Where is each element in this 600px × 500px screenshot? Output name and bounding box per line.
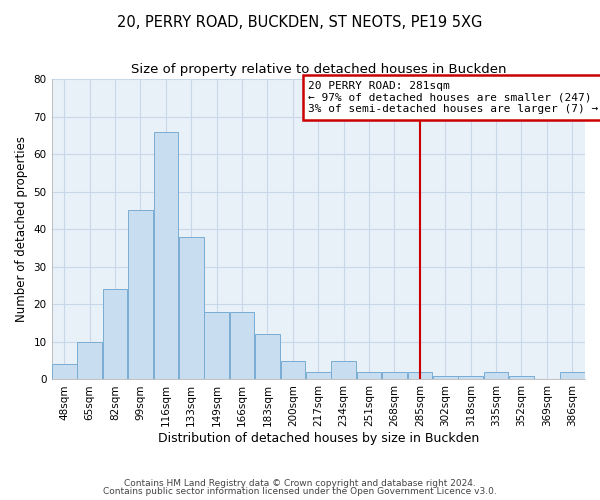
- Bar: [382, 372, 407, 380]
- Text: Contains HM Land Registry data © Crown copyright and database right 2024.: Contains HM Land Registry data © Crown c…: [124, 478, 476, 488]
- Bar: [230, 312, 254, 380]
- Bar: [205, 312, 229, 380]
- Bar: [560, 372, 584, 380]
- Bar: [179, 236, 203, 380]
- Title: Size of property relative to detached houses in Buckden: Size of property relative to detached ho…: [131, 64, 506, 76]
- Bar: [103, 290, 127, 380]
- Bar: [281, 360, 305, 380]
- Bar: [458, 376, 483, 380]
- Text: 20 PERRY ROAD: 281sqm
← 97% of detached houses are smaller (247)
3% of semi-deta: 20 PERRY ROAD: 281sqm ← 97% of detached …: [308, 81, 598, 114]
- Bar: [77, 342, 102, 380]
- Bar: [407, 372, 432, 380]
- Text: 20, PERRY ROAD, BUCKDEN, ST NEOTS, PE19 5XG: 20, PERRY ROAD, BUCKDEN, ST NEOTS, PE19 …: [118, 15, 482, 30]
- Bar: [128, 210, 153, 380]
- Bar: [331, 360, 356, 380]
- Bar: [52, 364, 77, 380]
- Bar: [154, 132, 178, 380]
- Bar: [509, 376, 534, 380]
- Text: Contains public sector information licensed under the Open Government Licence v3: Contains public sector information licen…: [103, 487, 497, 496]
- Bar: [255, 334, 280, 380]
- Bar: [433, 376, 458, 380]
- X-axis label: Distribution of detached houses by size in Buckden: Distribution of detached houses by size …: [158, 432, 479, 445]
- Y-axis label: Number of detached properties: Number of detached properties: [15, 136, 28, 322]
- Bar: [357, 372, 382, 380]
- Bar: [484, 372, 508, 380]
- Bar: [306, 372, 331, 380]
